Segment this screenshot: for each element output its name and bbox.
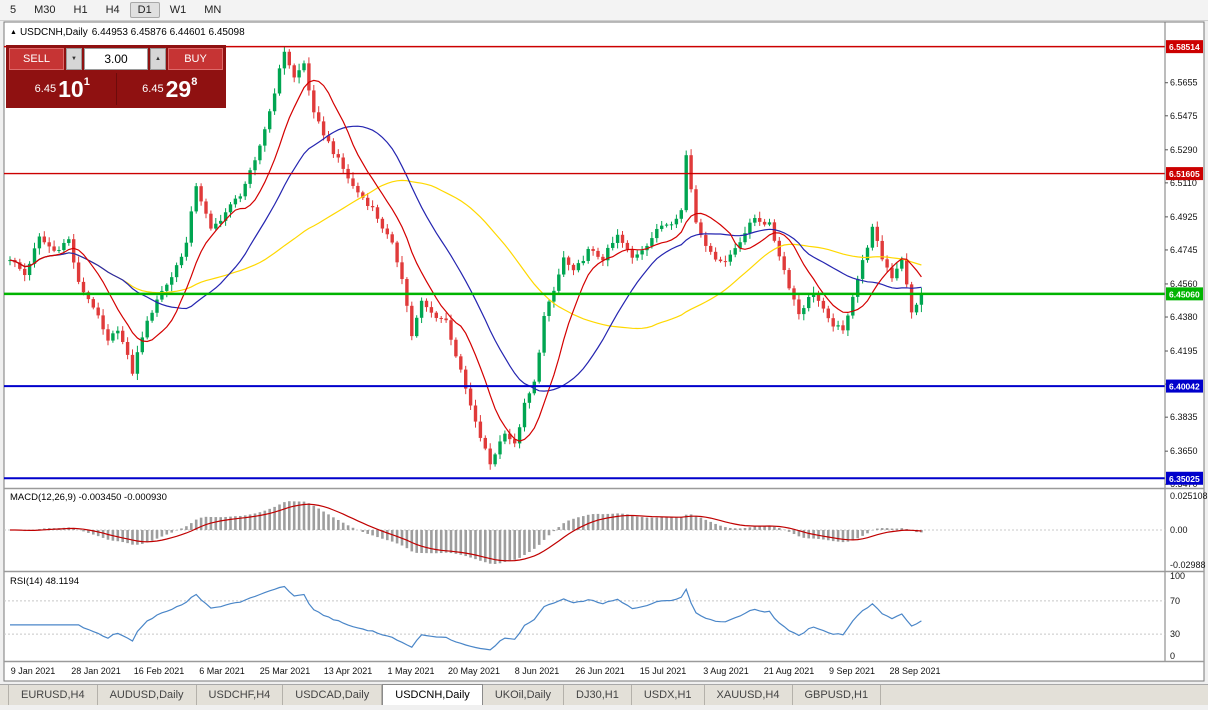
price-line-label bbox=[1166, 379, 1203, 393]
svg-text:-0.02988: -0.02988 bbox=[1170, 560, 1206, 570]
svg-text:25 Mar 2021: 25 Mar 2021 bbox=[260, 666, 311, 676]
chart-tab-usdcnh-daily[interactable]: USDCNH,Daily bbox=[382, 684, 483, 705]
svg-text:8 Jun 2021: 8 Jun 2021 bbox=[515, 666, 560, 676]
svg-text:0.025108: 0.025108 bbox=[1170, 491, 1208, 501]
ma-mid-line bbox=[9, 125, 922, 392]
svg-text:6.4560: 6.4560 bbox=[1170, 279, 1198, 289]
svg-text:21 Aug 2021: 21 Aug 2021 bbox=[764, 666, 815, 676]
price-line-label bbox=[1166, 471, 1203, 485]
price-line-label bbox=[1166, 40, 1203, 54]
chart-tab-eurusd-h4[interactable]: EURUSD,H4 bbox=[8, 685, 98, 705]
chart-tab-ukoil-daily[interactable]: UKOil,Daily bbox=[483, 685, 565, 705]
svg-text:6.3835: 6.3835 bbox=[1170, 412, 1198, 422]
svg-text:6.58514: 6.58514 bbox=[1169, 42, 1200, 52]
candlestick-series bbox=[8, 46, 924, 470]
svg-text:9 Sep 2021: 9 Sep 2021 bbox=[829, 666, 875, 676]
svg-text:30: 30 bbox=[1170, 629, 1180, 639]
svg-text:3 Aug 2021: 3 Aug 2021 bbox=[703, 666, 749, 676]
sell-price-display[interactable]: 6.45 10 1 bbox=[9, 73, 117, 105]
buy-price-sup: 8 bbox=[191, 76, 198, 88]
svg-text:28 Sep 2021: 28 Sep 2021 bbox=[889, 666, 940, 676]
trade-prices-row: 6.45 10 1 6.45 29 8 bbox=[9, 73, 223, 105]
svg-text:6.5110: 6.5110 bbox=[1170, 178, 1197, 188]
svg-text:6.51605: 6.51605 bbox=[1169, 169, 1200, 179]
svg-text:26 Jun 2021: 26 Jun 2021 bbox=[575, 666, 625, 676]
buy-price-big: 29 bbox=[165, 76, 192, 102]
svg-text:28 Jan 2021: 28 Jan 2021 bbox=[71, 666, 121, 676]
svg-text:9 Jan 2021: 9 Jan 2021 bbox=[11, 666, 56, 676]
svg-text:6.4745: 6.4745 bbox=[1170, 245, 1198, 255]
buy-price-display[interactable]: 6.45 29 8 bbox=[117, 73, 224, 105]
timeframe-button-h4[interactable]: H4 bbox=[105, 4, 120, 16]
chart-tab-audusd-daily[interactable]: AUDUSD,Daily bbox=[98, 685, 197, 705]
volume-decrease-button[interactable]: ▼ bbox=[66, 48, 82, 70]
chart-tab-xauusd-h4[interactable]: XAUUSD,H4 bbox=[705, 685, 793, 705]
svg-text:6.3650: 6.3650 bbox=[1170, 446, 1198, 456]
rsi-pane[interactable]: 100 70 30 0 bbox=[4, 571, 1185, 661]
rsi-indicator-label: RSI(14) 48.1194 bbox=[10, 576, 80, 587]
svg-text:6.45060: 6.45060 bbox=[1169, 289, 1200, 299]
svg-text:6.4195: 6.4195 bbox=[1170, 346, 1198, 356]
volume-increase-button[interactable]: ▲ bbox=[150, 48, 166, 70]
sell-button[interactable]: SELL bbox=[9, 48, 64, 70]
chart-tab-usdcad-daily[interactable]: USDCAD,Daily bbox=[283, 685, 383, 705]
timeframe-button-w1[interactable]: W1 bbox=[169, 4, 187, 16]
timeframe-button-mn[interactable]: MN bbox=[204, 4, 222, 16]
chart-tab-gbpusd-h1[interactable]: GBPUSD,H1 bbox=[793, 685, 882, 705]
trade-controls-row: SELL ▼ ▲ BUY bbox=[9, 48, 223, 70]
svg-text:13 Apr 2021: 13 Apr 2021 bbox=[324, 666, 373, 676]
svg-text:70: 70 bbox=[1170, 596, 1180, 606]
ma-fast-line bbox=[9, 79, 922, 442]
macd-indicator-label: MACD(12,26,9) -0.003450 -0.000930 bbox=[10, 492, 167, 503]
macd-pane[interactable]: 0.025108 0.00 -0.02988 bbox=[4, 491, 1208, 570]
chart-tab-usdchf-h4[interactable]: USDCHF,H4 bbox=[197, 685, 284, 705]
svg-text:15 Jul 2021: 15 Jul 2021 bbox=[640, 666, 687, 676]
sell-price-big: 10 bbox=[58, 76, 84, 102]
sell-price-sup: 1 bbox=[83, 76, 90, 88]
chart-tab-dj30-h1[interactable]: DJ30,H1 bbox=[564, 685, 632, 705]
svg-text:16 Feb 2021: 16 Feb 2021 bbox=[134, 666, 185, 676]
timeframe-button-h1[interactable]: H1 bbox=[73, 4, 88, 16]
svg-text:1 May 2021: 1 May 2021 bbox=[387, 666, 434, 676]
svg-text:6.35025: 6.35025 bbox=[1169, 474, 1200, 484]
svg-text:6.4380: 6.4380 bbox=[1170, 312, 1198, 322]
price-pane[interactable] bbox=[8, 46, 924, 470]
chart-frame bbox=[3, 21, 1205, 682]
timeframe-button-m30[interactable]: M30 bbox=[34, 4, 56, 16]
up-arrow-icon: ▲ bbox=[10, 29, 17, 36]
one-click-trading-panel: SELL ▼ ▲ BUY 6.45 10 1 6.45 29 8 bbox=[6, 45, 226, 108]
svg-text:6 Mar 2021: 6 Mar 2021 bbox=[199, 666, 245, 676]
rsi-line bbox=[10, 585, 922, 651]
svg-text:6.5475: 6.5475 bbox=[1170, 111, 1198, 121]
timeframe-button-5[interactable]: 5 bbox=[10, 4, 17, 16]
price-axis: 6.5655 6.5475 6.5290 6.5110 6.4925 6.4745 6.45… bbox=[1165, 40, 1203, 489]
buy-price-prefix: 6.45 bbox=[142, 83, 164, 95]
date-axis: 9 Jan 2021 28 Jan 2021 16 Feb 2021 6 Mar 20… bbox=[11, 666, 941, 676]
sell-price-prefix: 6.45 bbox=[34, 83, 57, 95]
svg-text:6.4925: 6.4925 bbox=[1170, 212, 1198, 222]
svg-text:100: 100 bbox=[1170, 571, 1185, 581]
timeframe-button-d1[interactable]: D1 bbox=[129, 2, 160, 18]
chart-symbol-label: USDCNH,Daily bbox=[19, 27, 88, 38]
chart-tab-bar: EURUSD,H4 AUDUSD,Daily USDCHF,H4 USDCAD,Dai… bbox=[0, 684, 1208, 705]
svg-text:6.5655: 6.5655 bbox=[1170, 78, 1198, 88]
volume-input[interactable] bbox=[84, 48, 148, 70]
svg-text:6.5290: 6.5290 bbox=[1170, 145, 1198, 155]
svg-text:6.40042: 6.40042 bbox=[1169, 382, 1200, 392]
timeframe-toolbar: 5 M30 H1 H4 D1 W1 MN bbox=[0, 0, 1208, 21]
buy-button[interactable]: BUY bbox=[168, 48, 223, 70]
chart-tab-usdx-h1[interactable]: USDX,H1 bbox=[632, 685, 705, 705]
macd-signal-line bbox=[10, 503, 922, 562]
chart-ohlc-values: 6.44953 6.45876 6.44601 6.45098 bbox=[91, 27, 245, 38]
chart-title: ▲ USDCNH,Daily 6.44953 6.45876 6.44601 6.4… bbox=[10, 27, 249, 38]
ma-slow-line bbox=[9, 179, 922, 330]
svg-text:0.00: 0.00 bbox=[1170, 525, 1188, 535]
svg-text:20 May 2021: 20 May 2021 bbox=[448, 666, 500, 676]
svg-text:0: 0 bbox=[1170, 651, 1175, 661]
price-line-label bbox=[1166, 167, 1203, 181]
price-line-label bbox=[1166, 287, 1203, 301]
